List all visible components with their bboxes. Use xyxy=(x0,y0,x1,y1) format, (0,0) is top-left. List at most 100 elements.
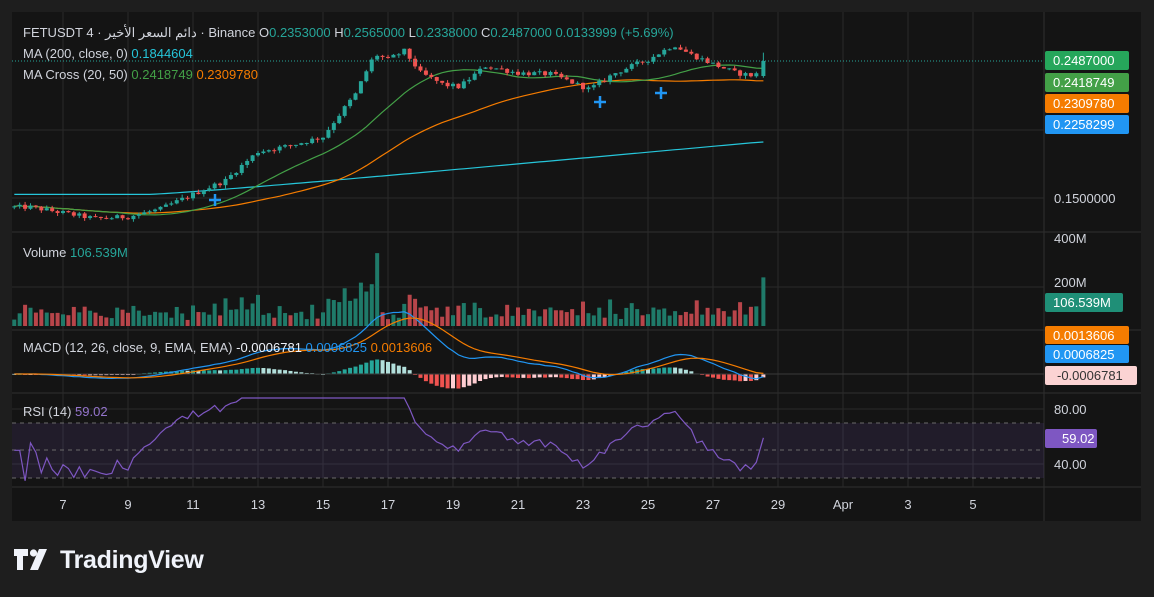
candle-body xyxy=(23,204,28,209)
volume-legend: Volume 106.539M xyxy=(23,245,128,260)
volume-bar xyxy=(77,312,82,326)
volume-bar xyxy=(705,307,710,326)
cross-marker-icon xyxy=(209,194,221,206)
candle-body xyxy=(537,71,542,73)
volume-bar xyxy=(738,302,743,326)
candle-body xyxy=(185,197,190,199)
volume-bar xyxy=(201,312,206,326)
ma200-legend-label: MA (200, close, 0) xyxy=(23,46,128,61)
candle-body xyxy=(82,213,87,219)
macd-hist-bar xyxy=(602,374,607,378)
macd-hist-bar xyxy=(234,369,239,374)
volume-bar xyxy=(553,310,558,326)
candle-body xyxy=(337,115,342,124)
macd-badge-signal: 0.0013606 xyxy=(1045,326,1129,344)
candle-body xyxy=(635,61,640,65)
volume-bar xyxy=(142,315,147,326)
candle-body xyxy=(543,71,548,76)
time-tick-label: 15 xyxy=(316,497,330,512)
candle-body xyxy=(748,73,753,77)
volume-bar xyxy=(82,306,87,326)
volume-bar xyxy=(510,315,515,326)
volume-bar xyxy=(61,314,65,326)
volume-bar xyxy=(299,311,304,326)
volume-bar xyxy=(689,313,694,326)
candle-body xyxy=(44,208,49,211)
candle-body xyxy=(71,212,76,216)
macd-hist-bar xyxy=(212,370,217,374)
macd-hist-bar xyxy=(548,374,553,378)
macd-hist-bar xyxy=(553,374,558,378)
rsi-legend: RSI (14) 59.02 xyxy=(23,404,108,419)
volume-bar xyxy=(174,306,179,326)
volume-bar xyxy=(104,317,109,326)
volume-bar xyxy=(635,309,640,326)
macd-legend-hist: -0.0006781 xyxy=(236,340,302,355)
volume-bar xyxy=(277,306,282,326)
volume-bar xyxy=(418,307,423,326)
macd-hist-bar xyxy=(727,374,732,381)
rsi-tick-label: 80.00 xyxy=(1054,402,1087,417)
candle-body xyxy=(683,49,688,52)
candle-body xyxy=(228,175,233,179)
macd-hist-bar xyxy=(423,374,428,382)
macd-hist-bar xyxy=(375,359,380,374)
legend-change: 0.0133999 (+5.69%) xyxy=(555,25,673,40)
volume-bar xyxy=(23,304,28,326)
candle-body xyxy=(331,123,336,130)
macd-hist-bar xyxy=(667,367,672,374)
macd-hist-bar xyxy=(575,374,580,380)
time-tick-label: 9 xyxy=(124,497,131,512)
candle-body xyxy=(207,188,212,191)
candle-body xyxy=(608,75,613,82)
macd-badge-macd: 0.0006825 xyxy=(1045,345,1129,363)
macd-hist-bar xyxy=(256,367,260,374)
macd-hist-bar xyxy=(743,374,748,381)
volume-bar xyxy=(402,303,407,326)
rsi-legend-label: RSI (14) xyxy=(23,404,71,419)
time-tick-label: 3 xyxy=(904,497,911,512)
volume-bar xyxy=(478,308,483,326)
macd-hist-bar xyxy=(510,374,515,378)
volume-bar xyxy=(651,307,656,326)
volume-bar xyxy=(326,298,331,326)
volume-bar xyxy=(109,318,114,326)
candle-body xyxy=(532,72,537,76)
volume-bar xyxy=(673,311,678,326)
candle-body xyxy=(28,205,33,209)
volume-bar xyxy=(348,300,353,326)
candle-body xyxy=(115,215,120,219)
legend-low: 0.2338000 xyxy=(416,25,477,40)
candle-body xyxy=(299,143,304,145)
plot-area[interactable] xyxy=(12,12,1141,521)
volume-bars xyxy=(12,253,766,326)
macd-hist-bar xyxy=(624,371,629,374)
time-tick-label: 17 xyxy=(381,497,395,512)
time-axis[interactable]: 7 9 11 13 15 17 19 21 23 25 27 29 Apr 3 5 xyxy=(59,497,976,512)
macd-signal-line xyxy=(14,317,764,379)
candle-body xyxy=(55,211,60,213)
macd-legend-signal: 0.0013606 xyxy=(371,340,432,355)
macd-hist-bar xyxy=(174,371,179,374)
macd-hist-bar xyxy=(516,374,520,378)
volume-bar xyxy=(516,307,520,326)
volume-bar xyxy=(761,277,766,326)
svg-text:0.0006825: 0.0006825 xyxy=(1053,347,1114,362)
macd-hist-bar xyxy=(472,374,477,384)
legend-close-label: C xyxy=(481,25,490,40)
volume-bar xyxy=(310,304,315,326)
volume-bar xyxy=(380,312,385,326)
macross-legend-slow: 0.2309780 xyxy=(196,67,257,82)
macd-hist-bar xyxy=(71,374,76,376)
volume-bar xyxy=(44,312,49,326)
candle-body xyxy=(196,192,201,195)
candle-body xyxy=(618,72,623,74)
candle-body xyxy=(126,218,130,220)
price-badge-ma-fast: 0.2418749 xyxy=(1045,73,1129,92)
candle-body xyxy=(218,183,223,186)
macd-hist-bar xyxy=(467,374,472,386)
candle-body xyxy=(434,77,439,81)
candle-body xyxy=(451,83,455,87)
candle-body xyxy=(445,82,450,87)
